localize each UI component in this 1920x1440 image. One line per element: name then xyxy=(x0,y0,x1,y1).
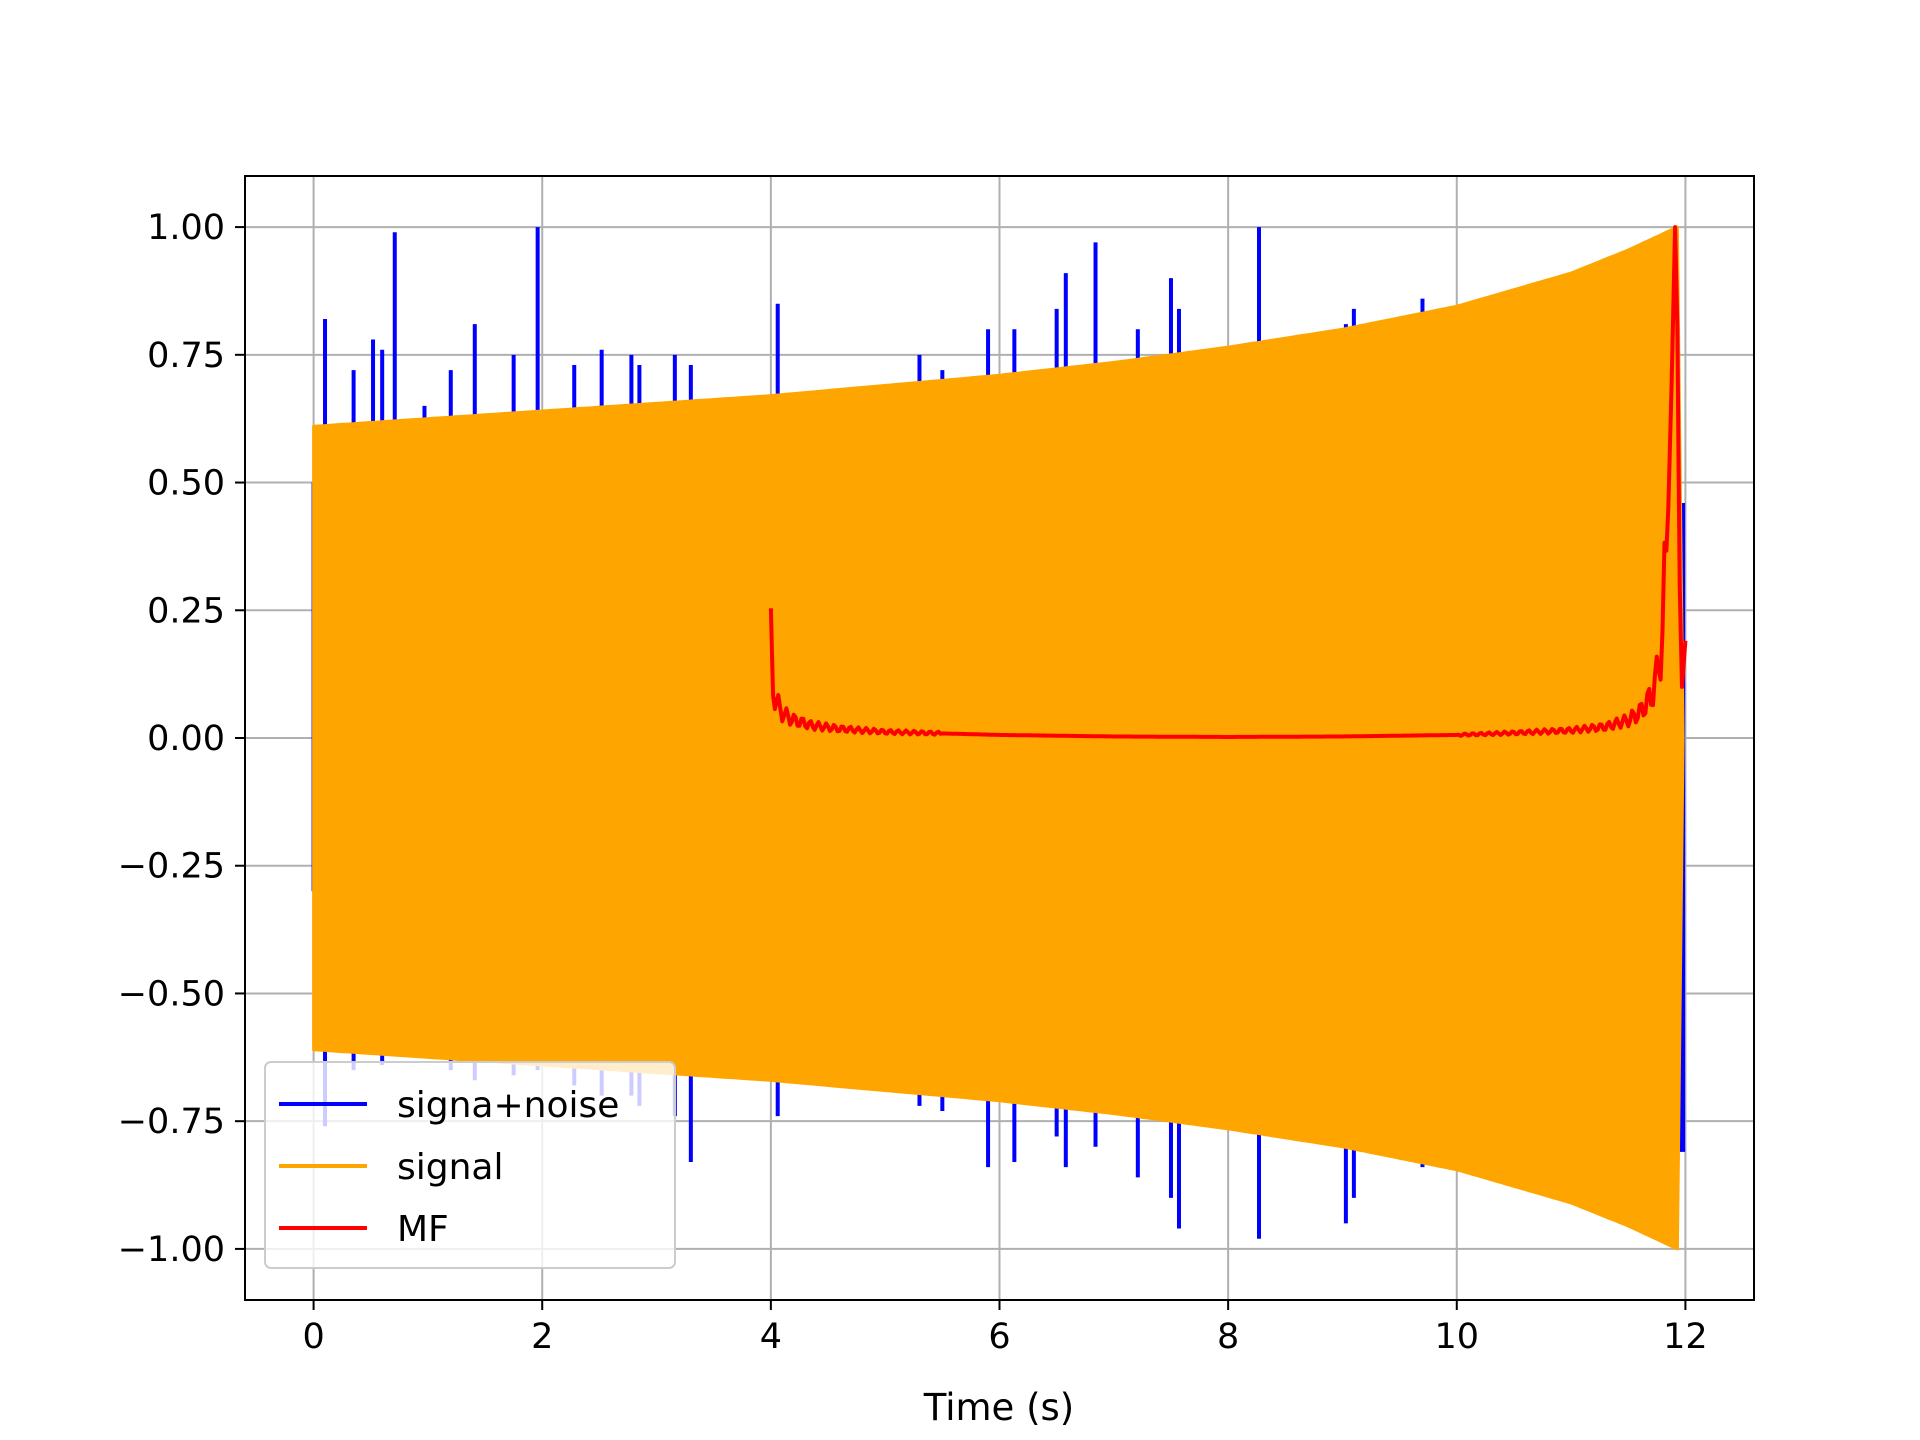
y-tick-label: 1.00 xyxy=(147,208,225,248)
y-tick-label: −1.00 xyxy=(118,1230,225,1270)
series-mf xyxy=(768,225,1688,739)
legend-label: signa+noise xyxy=(397,1085,619,1126)
y-tick-label: 0.00 xyxy=(147,719,225,759)
y-tick-label: 0.25 xyxy=(147,591,225,631)
legend-label: signal xyxy=(397,1147,504,1188)
legend: signa+noise signal MF xyxy=(264,1061,676,1269)
x-axis-label: Time (s) xyxy=(923,1386,1074,1429)
y-tick-label: 0.75 xyxy=(147,336,225,376)
y-tick-label: −0.75 xyxy=(118,1102,225,1142)
y-tick-label: −0.25 xyxy=(118,847,225,887)
y-tick-label: −0.50 xyxy=(118,974,225,1014)
x-tick-label: 10 xyxy=(1434,1317,1479,1357)
x-tick-label: 12 xyxy=(1663,1317,1708,1357)
y-tick-label: 0.50 xyxy=(147,464,225,504)
ticks: 0 2 4 6 8 10 12 1.00 0.75 0.50 0.25 0.00 −0.25 −0.50 −… xyxy=(118,208,1708,1357)
x-tick-label: 8 xyxy=(1217,1317,1239,1357)
x-tick-label: 0 xyxy=(302,1317,324,1357)
x-tick-label: 4 xyxy=(760,1317,782,1357)
legend-label: MF xyxy=(397,1209,449,1250)
x-tick-label: 2 xyxy=(531,1317,553,1357)
x-tick-label: 6 xyxy=(988,1317,1010,1357)
series-signal xyxy=(312,225,1685,1251)
legend-box xyxy=(264,1061,676,1269)
plot-area xyxy=(311,225,1688,1251)
